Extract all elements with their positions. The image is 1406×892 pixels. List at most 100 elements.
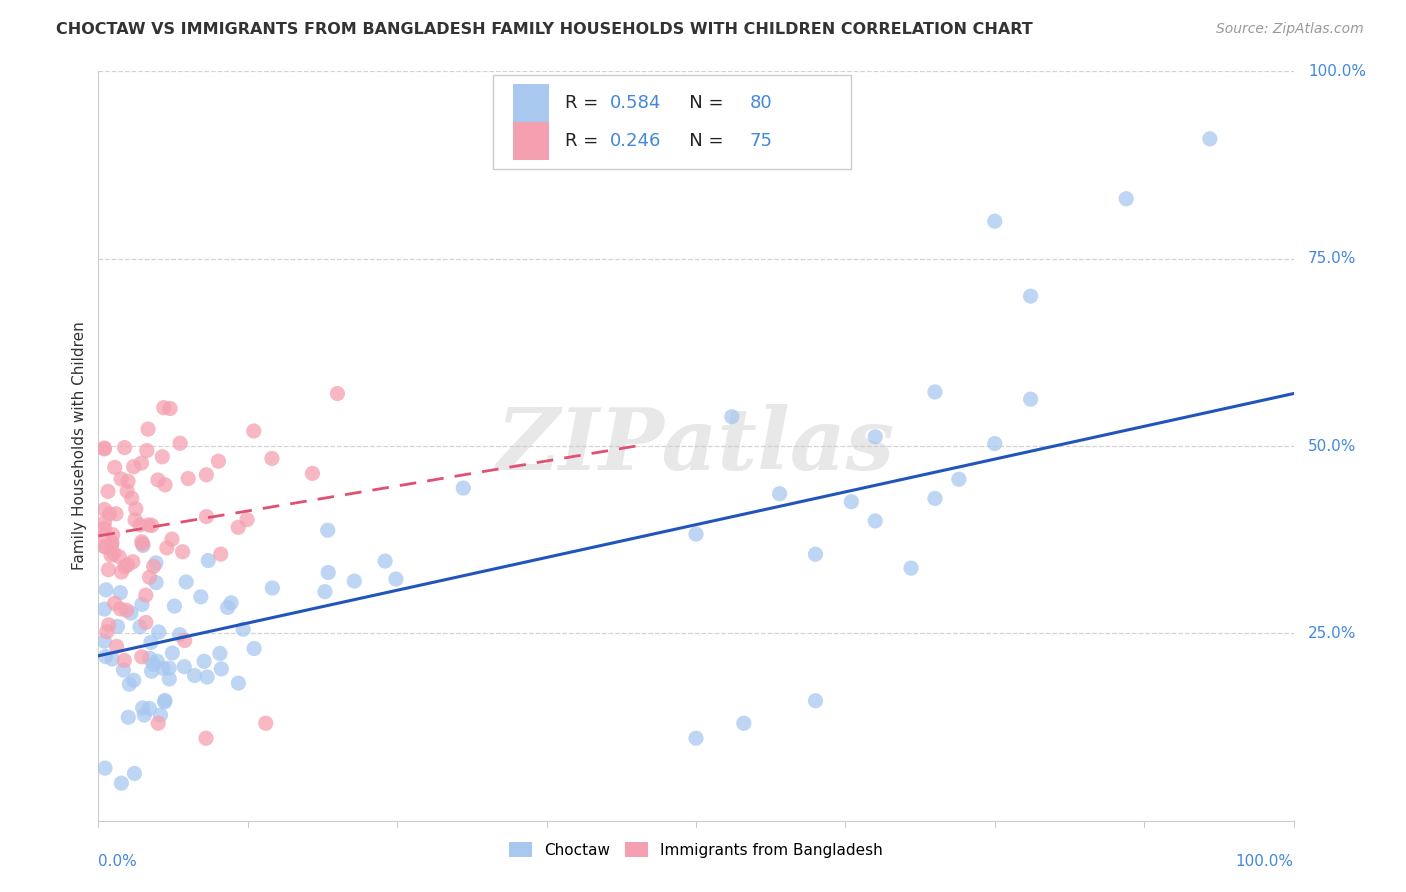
Point	[190, 590, 212, 604]
Point	[135, 443, 157, 458]
Point	[104, 596, 127, 610]
Text: 0.246: 0.246	[610, 132, 661, 150]
Point	[104, 460, 127, 475]
Point	[135, 588, 157, 602]
Point	[94, 540, 117, 554]
Point	[141, 665, 163, 679]
Point	[142, 657, 165, 672]
FancyBboxPatch shape	[494, 75, 852, 169]
Point	[141, 518, 163, 533]
Text: 75: 75	[749, 132, 773, 150]
Point	[122, 673, 145, 688]
Point	[107, 619, 129, 633]
Point	[145, 556, 167, 570]
Point	[117, 558, 139, 572]
Point	[1115, 192, 1137, 206]
Point	[169, 628, 191, 642]
Point	[177, 471, 200, 485]
Point	[169, 436, 191, 450]
Point	[98, 507, 121, 521]
Point	[101, 652, 124, 666]
Point	[97, 484, 120, 499]
Point	[768, 487, 790, 501]
Point	[101, 528, 124, 542]
Point	[685, 731, 707, 746]
Point	[142, 559, 165, 574]
Point	[316, 566, 339, 580]
Point	[160, 532, 183, 546]
Point	[138, 651, 160, 665]
Point	[262, 581, 284, 595]
Point	[865, 514, 887, 528]
Point	[804, 547, 827, 561]
Point	[385, 572, 408, 586]
Point	[153, 478, 176, 492]
Point	[145, 575, 167, 590]
Point	[129, 517, 152, 532]
Point	[117, 710, 139, 724]
Point	[138, 701, 160, 715]
Point	[112, 663, 135, 677]
Point	[131, 456, 153, 470]
Point	[1199, 132, 1222, 146]
Point	[984, 436, 1007, 450]
Point	[110, 565, 132, 579]
Point	[326, 386, 349, 401]
Point	[114, 559, 136, 574]
Point	[134, 708, 156, 723]
Point	[150, 450, 173, 464]
Point	[121, 491, 143, 506]
Point	[131, 701, 153, 715]
Point	[183, 668, 205, 682]
Point	[232, 622, 254, 636]
Point	[112, 653, 135, 667]
Point	[195, 467, 218, 482]
Text: N =: N =	[672, 132, 730, 150]
Point	[157, 672, 180, 686]
Point	[1019, 289, 1042, 303]
Point	[115, 484, 138, 499]
Point	[243, 424, 266, 438]
Text: 50.0%: 50.0%	[1308, 439, 1357, 453]
Point	[301, 467, 323, 481]
Point	[984, 214, 1007, 228]
Point	[129, 620, 152, 634]
Point	[93, 634, 115, 648]
Point	[149, 708, 172, 723]
Point	[228, 676, 250, 690]
Point	[131, 598, 153, 612]
Point	[124, 513, 146, 527]
Point	[159, 401, 181, 416]
Text: N =: N =	[672, 94, 730, 112]
Point	[93, 521, 115, 535]
Point	[197, 553, 219, 567]
Point	[157, 661, 180, 675]
Point	[120, 606, 142, 620]
Point	[122, 459, 145, 474]
Point	[174, 574, 197, 589]
Point	[94, 761, 117, 775]
Point	[94, 582, 117, 597]
Point	[93, 602, 115, 616]
Point	[236, 513, 259, 527]
Point	[733, 716, 755, 731]
Text: Source: ZipAtlas.com: Source: ZipAtlas.com	[1216, 22, 1364, 37]
Point	[865, 430, 887, 444]
Point	[219, 596, 242, 610]
Point	[135, 615, 157, 630]
Point	[208, 647, 231, 661]
Point	[343, 574, 366, 588]
Point	[453, 481, 475, 495]
Point	[153, 693, 176, 707]
Point	[121, 555, 143, 569]
Point	[97, 563, 120, 577]
Point	[162, 646, 184, 660]
Text: 80: 80	[749, 94, 772, 112]
Point	[374, 554, 396, 568]
Point	[100, 548, 122, 562]
Point	[156, 541, 179, 555]
Point	[152, 401, 174, 415]
Point	[93, 516, 115, 530]
Point	[163, 599, 186, 613]
Point	[105, 640, 128, 654]
